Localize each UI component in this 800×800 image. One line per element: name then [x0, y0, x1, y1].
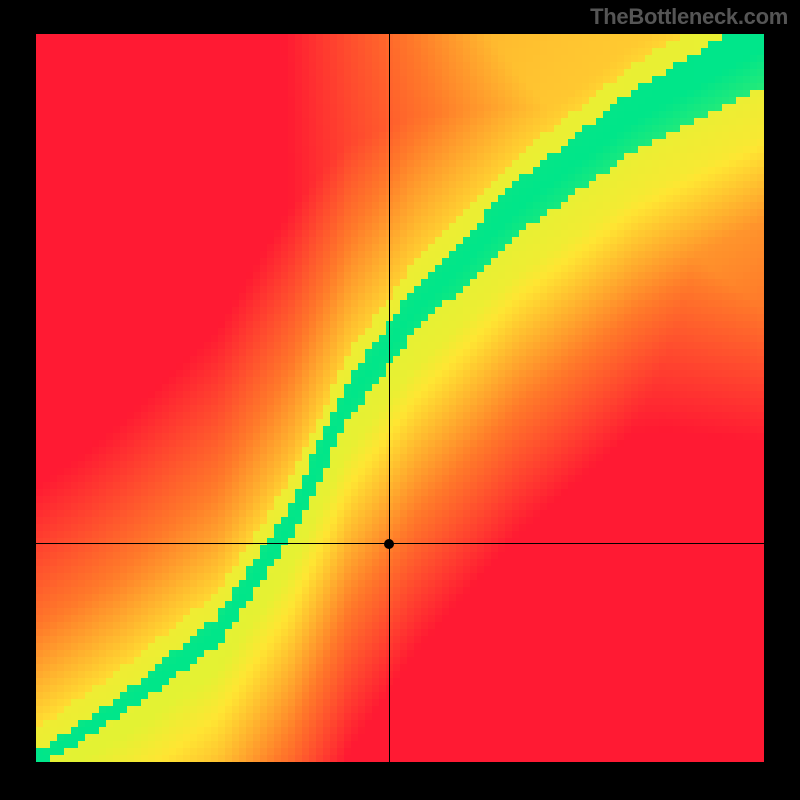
plot-frame	[36, 34, 764, 762]
crosshair-horizontal	[36, 543, 764, 544]
chart-container: TheBottleneck.com	[0, 0, 800, 800]
crosshair-marker	[384, 539, 394, 549]
crosshair-vertical	[389, 34, 390, 762]
bottleneck-heatmap	[36, 34, 764, 762]
watermark-text: TheBottleneck.com	[590, 4, 788, 30]
